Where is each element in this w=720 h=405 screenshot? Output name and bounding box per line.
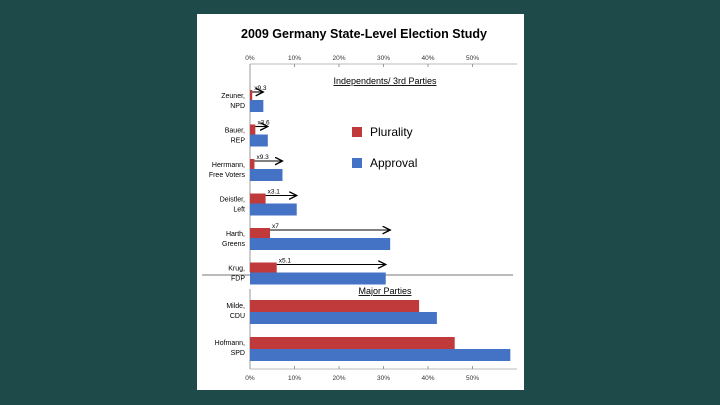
chart-svg: 2009 Germany State-Level Election Study … [202, 27, 517, 382]
legend-swatch-approval [352, 158, 362, 168]
bar-plurality [250, 124, 256, 135]
category-label: Bauer, [225, 128, 245, 135]
chart-title: 2009 Germany State-Level Election Study [241, 27, 487, 41]
x-tick-label-bottom: 50% [466, 375, 479, 382]
x-tick-label-bottom: 10% [288, 375, 301, 382]
section-title-major: Major Parties [358, 286, 412, 296]
x-tick-label-bottom: 20% [332, 375, 345, 382]
category-label: NPD [230, 103, 245, 110]
ratio-label: x3.1 [268, 189, 281, 196]
bar-approval [250, 349, 511, 361]
bar-approval [250, 134, 268, 147]
x-tick-label-top: 50% [466, 55, 479, 62]
bar-plurality [250, 90, 253, 100]
bar-plurality [250, 262, 277, 273]
legend-label-plurality: Plurality [370, 125, 413, 139]
category-label: CDU [230, 313, 245, 320]
bar-approval [250, 312, 437, 324]
bar-approval [250, 238, 391, 250]
x-tick-label-top: 10% [288, 55, 301, 62]
bar-plurality [250, 228, 271, 238]
bar-approval [250, 100, 264, 112]
ratio-label: x7 [272, 223, 279, 230]
bar-plurality [250, 193, 266, 204]
legend-label-approval: Approval [370, 156, 417, 170]
chart-panel: 2009 Germany State-Level Election Study … [197, 14, 524, 390]
x-tick-label-top: 20% [332, 55, 345, 62]
category-label: Deistler, [220, 197, 245, 204]
x-tick-label-bottom: 0% [245, 375, 255, 382]
category-label: Milde, [226, 303, 245, 310]
x-tick-label-bottom: 40% [421, 375, 434, 382]
category-label: Free Voters [209, 172, 246, 179]
x-tick-label-top: 40% [421, 55, 434, 62]
category-label: Krug, [228, 266, 245, 273]
category-label: Left [233, 207, 245, 214]
category-label: Harth, [226, 231, 245, 238]
bar-plurality [250, 159, 255, 169]
ratio-label: x5.1 [279, 258, 292, 265]
category-label: Greens [222, 241, 245, 248]
category-label: FDP [231, 276, 245, 283]
bar-plurality [250, 337, 455, 349]
category-label: REP [231, 138, 246, 145]
x-tick-label-top: 30% [377, 55, 390, 62]
ratio-label: x3.6 [257, 120, 270, 127]
x-tick-label-bottom: 30% [377, 375, 390, 382]
category-label: Zeuner, [221, 93, 245, 100]
category-label: Herrmann, [212, 162, 245, 169]
section-title-independents: Independents/ 3rd Parties [333, 76, 437, 86]
bar-approval [250, 169, 283, 181]
bar-approval [250, 203, 297, 216]
x-tick-label-top: 0% [245, 55, 255, 62]
bar-approval [250, 272, 386, 285]
category-label: SPD [231, 350, 245, 357]
ratio-label: x9.3 [254, 85, 267, 92]
category-label: Hofmann, [215, 340, 245, 347]
bar-plurality [250, 300, 420, 312]
legend-swatch-plurality [352, 127, 362, 137]
ratio-label: x9.3 [256, 154, 269, 161]
